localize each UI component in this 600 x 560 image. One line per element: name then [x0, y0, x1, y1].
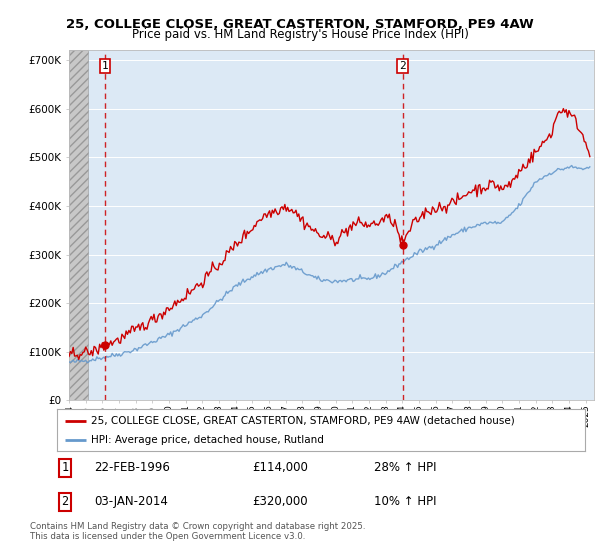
- Text: 28% ↑ HPI: 28% ↑ HPI: [374, 461, 436, 474]
- Text: 25, COLLEGE CLOSE, GREAT CASTERTON, STAMFORD, PE9 4AW (detached house): 25, COLLEGE CLOSE, GREAT CASTERTON, STAM…: [91, 416, 515, 426]
- Text: Price paid vs. HM Land Registry's House Price Index (HPI): Price paid vs. HM Land Registry's House …: [131, 28, 469, 41]
- Text: 03-JAN-2014: 03-JAN-2014: [94, 496, 168, 508]
- Text: 2: 2: [61, 496, 68, 508]
- Text: 10% ↑ HPI: 10% ↑ HPI: [374, 496, 436, 508]
- Text: 2: 2: [399, 61, 406, 71]
- Text: 1: 1: [101, 61, 108, 71]
- Text: 22-FEB-1996: 22-FEB-1996: [94, 461, 170, 474]
- Text: £114,000: £114,000: [253, 461, 308, 474]
- Text: 25, COLLEGE CLOSE, GREAT CASTERTON, STAMFORD, PE9 4AW: 25, COLLEGE CLOSE, GREAT CASTERTON, STAM…: [66, 18, 534, 31]
- Text: Contains HM Land Registry data © Crown copyright and database right 2025.
This d: Contains HM Land Registry data © Crown c…: [30, 522, 365, 542]
- Bar: [69, 50, 88, 400]
- Text: £320,000: £320,000: [253, 496, 308, 508]
- Text: 1: 1: [61, 461, 68, 474]
- Text: HPI: Average price, detached house, Rutland: HPI: Average price, detached house, Rutl…: [91, 435, 324, 445]
